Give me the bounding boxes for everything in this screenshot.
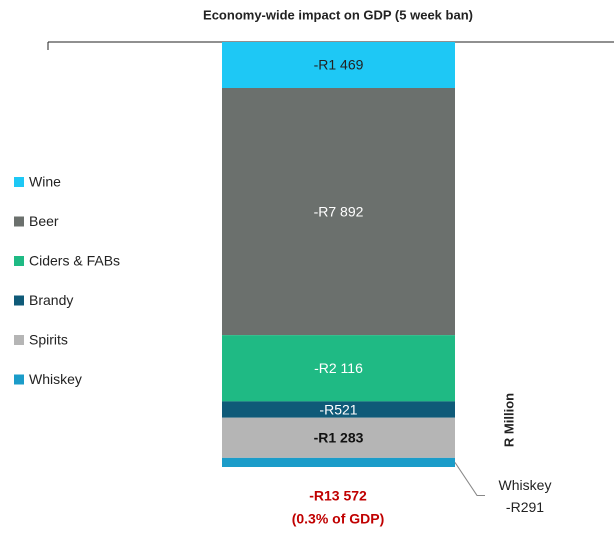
bar-segment [222,335,455,402]
legend-swatch [14,256,24,266]
leader-line [454,462,485,496]
total-label: -R13 572 [309,488,367,504]
legend-swatch [14,374,24,385]
data-label: -R1 469 [314,57,364,73]
bar-segment [222,88,455,336]
legend-label: Brandy [29,292,73,308]
legend-label: Beer [29,213,59,229]
bar-segment [222,401,455,418]
total-note: (0.3% of GDP) [292,511,385,527]
legend-label: Wine [29,174,61,190]
data-label: -R521 [319,401,357,417]
chart-title: Economy-wide impact on GDP (5 week ban) [203,7,473,22]
callout-name: Whiskey [499,477,552,493]
y-axis-title: R Million [501,393,516,447]
data-label: -R1 283 [314,430,364,446]
bar-segment [222,457,455,467]
data-label: -R7 892 [314,203,364,219]
legend-label: Spirits [29,332,68,348]
legend-swatch [14,335,24,345]
legend-label: Ciders & FABs [29,253,120,269]
callout-value: -R291 [506,499,544,515]
legend-swatch [14,295,24,306]
bar-segment [222,42,455,89]
legend-label: Whiskey [29,371,82,387]
legend-swatch [14,216,24,227]
legend-swatch [14,177,24,187]
bar-segment [222,417,455,458]
data-label: -R2 116 [314,360,363,376]
